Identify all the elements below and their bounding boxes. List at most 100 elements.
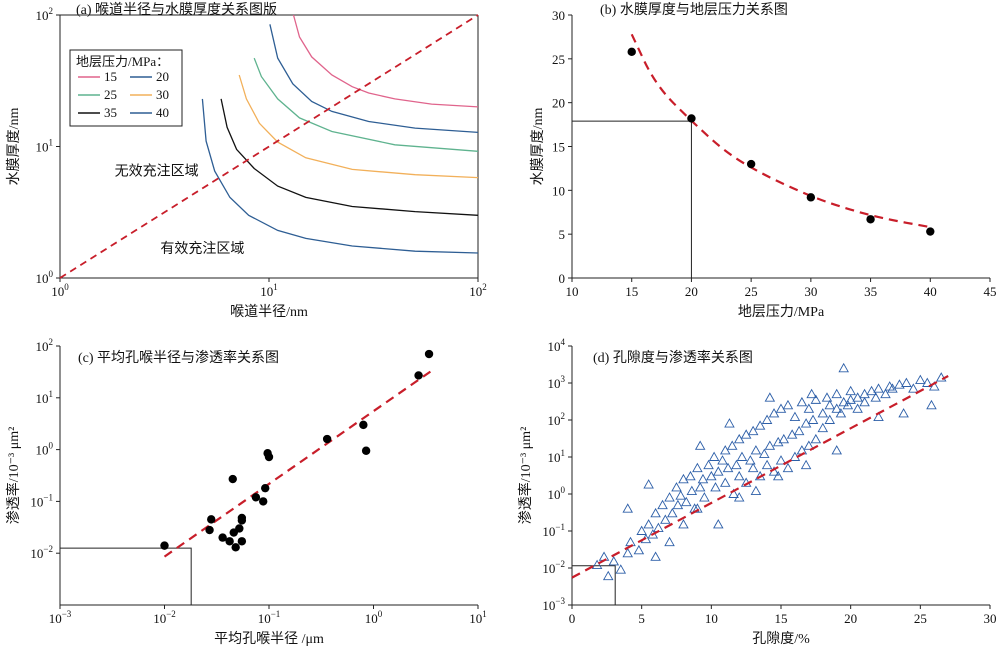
data-point-triangle: [726, 440, 738, 450]
data-point-triangle: [928, 381, 940, 391]
data-point-triangle: [694, 440, 706, 450]
y-tick-label: 101: [548, 448, 566, 465]
data-point-triangle: [775, 455, 787, 465]
data-point-triangle: [664, 536, 675, 547]
data-point: [687, 114, 696, 123]
data-point-triangle: [710, 482, 721, 492]
x-tick-label: 10−3: [49, 609, 72, 626]
data-point-triangle: [880, 388, 891, 399]
data-point: [251, 493, 261, 502]
legend-entry: 25: [104, 87, 117, 102]
data-point-triangle: [803, 440, 815, 450]
data-point: [359, 420, 368, 430]
x-tick-label: 15: [775, 611, 788, 626]
data-point-triangle: [796, 396, 808, 407]
data-point-triangle: [894, 379, 905, 389]
x-tick-label: 45: [984, 284, 997, 299]
data-point-triangle: [873, 411, 884, 422]
y-tick-label: 0: [559, 271, 566, 286]
data-point: [207, 515, 216, 524]
reading-guide-line: [572, 565, 616, 605]
data-point: [228, 474, 237, 484]
data-point: [361, 446, 371, 455]
data-point-triangle: [692, 462, 703, 473]
data-point-triangle: [615, 564, 627, 574]
x-tick-label: 25: [914, 611, 927, 626]
data-point: [231, 543, 240, 552]
data-point-triangle: [699, 492, 710, 502]
data-point-triangle: [796, 445, 808, 455]
data-point-triangle: [772, 470, 784, 481]
y-tick-label: 101: [36, 138, 54, 155]
data-point-triangle: [667, 507, 678, 518]
y-tick-label: 100: [36, 441, 54, 458]
x-tick-label: 10: [566, 284, 579, 299]
x-axis-label: 平均孔喉半径 /μm: [214, 631, 324, 647]
data-point-triangle: [706, 470, 717, 481]
diagonal-dashed-line: [59, 14, 479, 279]
data-point-triangle: [608, 556, 620, 566]
x-tick-label: 30: [984, 611, 997, 626]
data-point-triangle: [842, 399, 854, 410]
data-point-triangle: [873, 383, 884, 393]
data-point-triangle: [694, 482, 706, 492]
data-point-triangle: [713, 519, 724, 529]
data-point-triangle: [643, 519, 654, 529]
data-point-triangle: [782, 399, 794, 410]
data-point-triangle: [772, 436, 784, 447]
data-point: [160, 541, 169, 550]
y-tick-label: 5: [559, 227, 566, 242]
x-tick-label: 102: [469, 282, 487, 299]
panel-c-pore-throat-radius-vs-permeability: 10−3 10−2 10−1 100 101 10−2 10−1 100 101 102 (c) 平…: [5, 337, 487, 647]
data-point-triangle: [866, 385, 877, 396]
y-tick-label: 10: [552, 183, 565, 198]
data-point-triangle: [807, 414, 819, 424]
data-point-triangle: [859, 396, 870, 407]
data-point-triangle: [675, 490, 686, 500]
reading-guide-line: [60, 547, 192, 605]
data-point-triangle: [678, 473, 689, 484]
x-tick-label: 20: [685, 284, 698, 299]
data-point-triangle: [901, 377, 912, 387]
panel-a-throat-radius-vs-water-film: 100 101 102 100 101 102 (a) 喉道半径与水膜厚度关系图版喉道半径/…: [6, 2, 487, 320]
data-point: [866, 215, 875, 224]
data-point-triangle: [817, 408, 829, 418]
data-point-triangle: [793, 425, 805, 436]
y-tick-label: 25: [552, 52, 565, 67]
series-line-20mpa: [269, 24, 479, 134]
data-point-triangle: [803, 403, 815, 413]
fit-dashed-line: [571, 375, 949, 579]
data-point-triangle: [810, 433, 822, 444]
data-point: [414, 371, 423, 380]
chart-title: (a) 喉道半径与水膜厚度关系图版: [76, 2, 277, 18]
data-point-triangle: [800, 459, 812, 470]
y-tick-label: 10−3: [542, 596, 565, 613]
x-tick-label: 100: [365, 609, 383, 626]
data-point-triangle: [724, 418, 735, 428]
data-point-triangle: [745, 455, 756, 465]
data-point-triangle: [686, 485, 698, 496]
data-point-triangle: [650, 507, 661, 518]
series-line-25mpa: [253, 57, 479, 152]
fit-dashed-line: [630, 33, 931, 229]
y-tick-label: 102: [548, 411, 566, 428]
data-point-triangle: [598, 551, 610, 561]
y-tick-label: 102: [36, 6, 54, 23]
data-point-triangle: [636, 525, 647, 535]
data-point-triangle: [664, 492, 675, 502]
data-point-triangle: [728, 488, 739, 498]
data-point-triangle: [591, 559, 603, 570]
data-point-triangle: [708, 451, 720, 461]
chart-title: (b) 水膜厚度与地层压力关系图: [600, 2, 788, 18]
data-point-triangle: [633, 544, 645, 555]
data-point-triangle: [915, 374, 926, 385]
series-line-40mpa: [201, 98, 479, 254]
data-point-triangle: [622, 503, 634, 513]
y-axis-label: 水膜厚度/nm: [6, 108, 22, 186]
data-point-triangle: [703, 459, 714, 470]
data-point-triangle: [717, 455, 728, 465]
y-tick-label: 10−1: [542, 522, 565, 539]
data-point-triangle: [831, 388, 843, 399]
data-point: [237, 513, 247, 523]
